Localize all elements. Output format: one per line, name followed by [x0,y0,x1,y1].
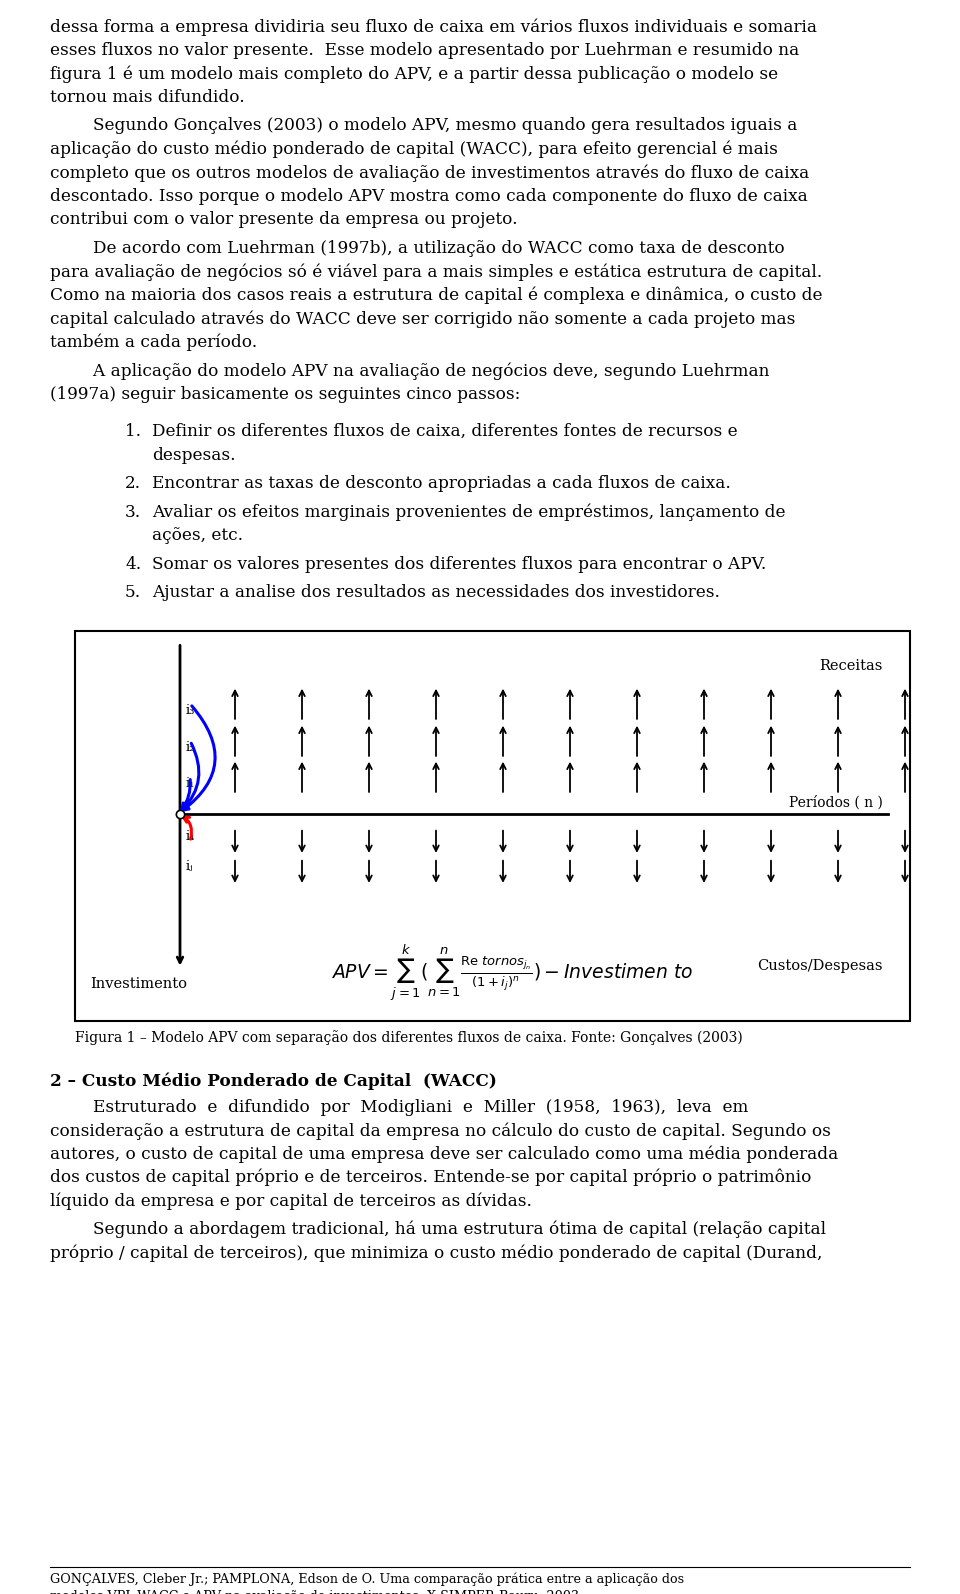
Text: i₁: i₁ [186,778,196,791]
Text: Somar os valores presentes dos diferentes fluxos para encontrar o APV.: Somar os valores presentes dos diferente… [152,555,766,572]
Text: também a cada período.: também a cada período. [50,333,257,351]
Text: iⱼ: iⱼ [186,861,194,874]
Text: $APV = \sum_{j=1}^{k}(\sum_{n=1}^{n}\frac{\mathrm{Re}\ \mathit{tornos}_{j_n}}{(1: $APV = \sum_{j=1}^{k}(\sum_{n=1}^{n}\fra… [331,942,694,1003]
Text: ações, etc.: ações, etc. [152,528,243,544]
Text: tornou mais difundido.: tornou mais difundido. [50,89,245,105]
Text: despesas.: despesas. [152,446,235,464]
Text: 3.: 3. [125,504,141,521]
Text: i₄: i₄ [186,830,196,843]
Text: Períodos ( n ): Períodos ( n ) [789,795,883,810]
Text: líquido da empresa e por capital de terceiros as dívidas.: líquido da empresa e por capital de terc… [50,1192,532,1210]
Text: esses fluxos no valor presente.  Esse modelo apresentado por Luehrman e resumido: esses fluxos no valor presente. Esse mod… [50,41,800,59]
Text: dessa forma a empresa dividiria seu fluxo de caixa em vários fluxos individuais : dessa forma a empresa dividiria seu flux… [50,18,817,35]
Text: 2.: 2. [125,475,141,493]
Text: Ajustar a analise dos resultados as necessidades dos investidores.: Ajustar a analise dos resultados as nece… [152,583,720,601]
Text: aplicação do custo médio ponderado de capital (WACC), para efeito gerencial é ma: aplicação do custo médio ponderado de ca… [50,140,778,158]
Text: 2 – Custo Médio Ponderado de Capital  (WACC): 2 – Custo Médio Ponderado de Capital (WA… [50,1073,497,1090]
Text: 4.: 4. [125,555,141,572]
Text: dos custos de capital próprio e de terceiros. Entende-se por capital próprio o p: dos custos de capital próprio e de terce… [50,1168,811,1186]
Text: Como na maioria dos casos reais a estrutura de capital é complexa e dinâmica, o : Como na maioria dos casos reais a estrut… [50,287,823,304]
Text: modelos VPL-WACC e APV na avaliação de investimentos. X SIMPEP, Bauru, 2003: modelos VPL-WACC e APV na avaliação de i… [50,1589,579,1594]
Text: 5.: 5. [125,583,141,601]
Text: contribui com o valor presente da empresa ou projeto.: contribui com o valor presente da empres… [50,210,517,228]
Text: autores, o custo de capital de uma empresa deve ser calculado como uma média pon: autores, o custo de capital de uma empre… [50,1146,838,1164]
Text: Receitas: Receitas [820,658,883,673]
Text: Encontrar as taxas de desconto apropriadas a cada fluxos de caixa.: Encontrar as taxas de desconto apropriad… [152,475,731,493]
Text: 1.: 1. [125,422,141,440]
Text: para avaliação de negócios só é viável para a mais simples e estática estrutura : para avaliação de negócios só é viável p… [50,263,823,281]
Text: Definir os diferentes fluxos de caixa, diferentes fontes de recursos e: Definir os diferentes fluxos de caixa, d… [152,422,737,440]
Text: Figura 1 – Modelo APV com separação dos diferentes fluxos de caixa. Fonte: Gonça: Figura 1 – Modelo APV com separação dos … [75,1030,743,1046]
Text: Investimento: Investimento [90,977,187,990]
Text: consideração a estrutura de capital da empresa no cálculo do custo de capital. S: consideração a estrutura de capital da e… [50,1122,830,1140]
Text: i₂: i₂ [186,741,196,754]
Text: De acordo com Luehrman (1997b), a utilização do WACC como taxa de desconto: De acordo com Luehrman (1997b), a utiliz… [50,239,784,257]
Bar [75,631,910,1020]
Text: (1997a) seguir basicamente os seguintes cinco passos:: (1997a) seguir basicamente os seguintes … [50,386,520,403]
Text: capital calculado através do WACC deve ser corrigido não somente a cada projeto : capital calculado através do WACC deve s… [50,309,796,327]
Text: Segundo a abordagem tradicional, há uma estrutura ótima de capital (relação capi: Segundo a abordagem tradicional, há uma … [50,1221,826,1239]
Text: completo que os outros modelos de avaliação de investimentos através do fluxo de: completo que os outros modelos de avalia… [50,164,809,182]
Text: A aplicação do modelo APV na avaliação de negócios deve, segundo Luehrman: A aplicação do modelo APV na avaliação d… [50,362,770,379]
Text: Estruturado  e  difundido  por  Modigliani  e  Miller  (1958,  1963),  leva  em: Estruturado e difundido por Modigliani e… [50,1098,749,1116]
Text: Avaliar os efeitos marginais provenientes de empréstimos, lançamento de: Avaliar os efeitos marginais proveniente… [152,504,785,521]
Text: i₃: i₃ [186,705,196,717]
Text: próprio / capital de terceiros), que minimiza o custo médio ponderado de capital: próprio / capital de terceiros), que min… [50,1245,823,1262]
Text: Custos/Despesas: Custos/Despesas [757,958,883,972]
Text: Segundo Gonçalves (2003) o modelo APV, mesmo quando gera resultados iguais a: Segundo Gonçalves (2003) o modelo APV, m… [50,116,798,134]
Text: figura 1 é um modelo mais completo do APV, e a partir dessa publicação o modelo : figura 1 é um modelo mais completo do AP… [50,65,779,83]
Text: descontado. Isso porque o modelo APV mostra como cada componente do fluxo de cai: descontado. Isso porque o modelo APV mos… [50,188,807,204]
Text: GONÇALVES, Cleber Jr.; PAMPLONA, Edson de O. Uma comparação prática entre a apli: GONÇALVES, Cleber Jr.; PAMPLONA, Edson d… [50,1573,684,1586]
